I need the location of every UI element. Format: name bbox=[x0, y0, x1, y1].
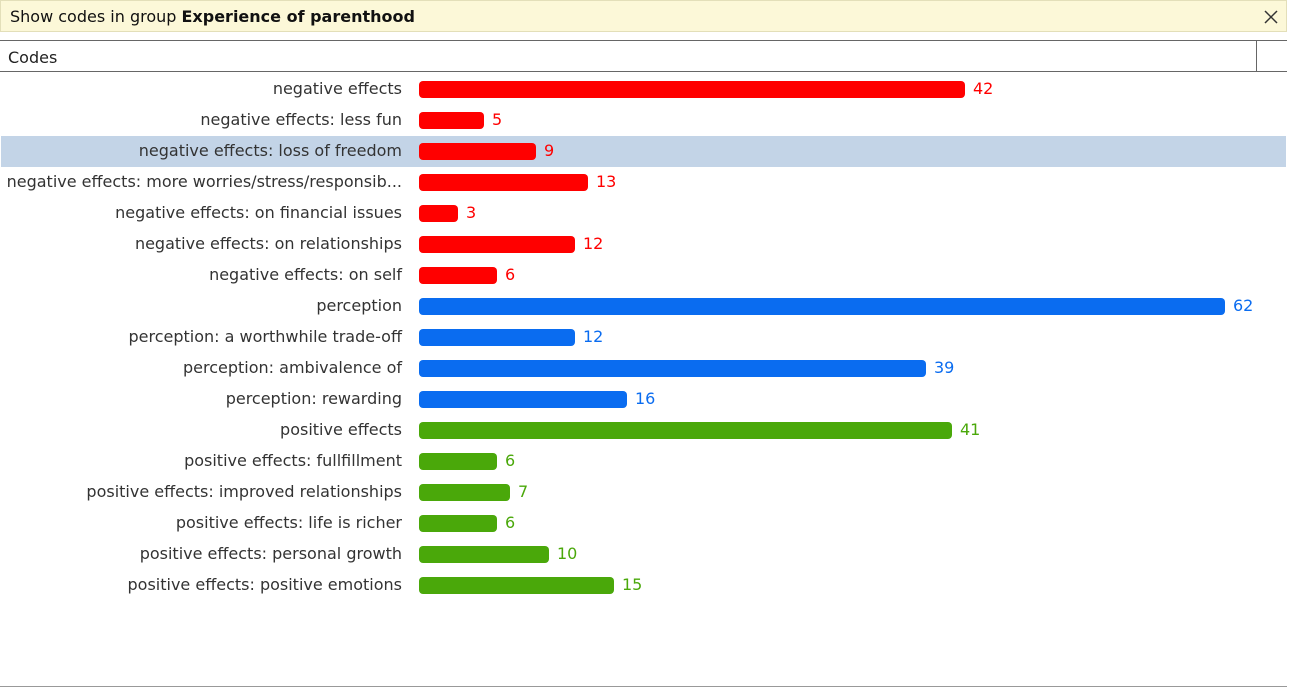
code-frequency-bar bbox=[419, 236, 575, 253]
code-count: 10 bbox=[557, 544, 578, 563]
code-label: negative effects: more worries/stress/re… bbox=[6, 172, 402, 191]
code-row[interactable]: perception: a worthwhile trade-off 12 bbox=[1, 322, 1286, 353]
code-label: negative effects: less fun bbox=[200, 110, 402, 129]
code-label: negative effects bbox=[272, 79, 402, 98]
code-row[interactable]: positive effects: fullfillment 6 bbox=[1, 446, 1286, 477]
close-icon bbox=[1264, 10, 1278, 24]
code-row[interactable]: positive effects 41 bbox=[1, 415, 1286, 446]
code-frequency-bar bbox=[419, 577, 614, 594]
code-label: negative effects: loss of freedom bbox=[138, 141, 402, 160]
code-label: perception: rewarding bbox=[225, 389, 402, 408]
code-label: positive effects: positive emotions bbox=[127, 575, 402, 594]
codes-column-header[interactable]: Codes bbox=[0, 40, 1287, 72]
code-frequency-bar bbox=[419, 515, 497, 532]
code-label: negative effects: on relationships bbox=[134, 234, 402, 253]
code-frequency-bar bbox=[419, 112, 484, 129]
code-count: 6 bbox=[505, 451, 516, 470]
code-count: 3 bbox=[466, 203, 477, 222]
code-count: 6 bbox=[505, 513, 516, 532]
code-count: 39 bbox=[934, 358, 955, 377]
code-frequency-bar bbox=[419, 267, 497, 284]
code-frequency-bar bbox=[419, 298, 1225, 315]
code-row[interactable]: positive effects: personal growth 10 bbox=[1, 539, 1286, 570]
code-count: 7 bbox=[518, 482, 529, 501]
code-frequency-bar bbox=[419, 484, 510, 501]
code-count: 9 bbox=[544, 141, 555, 160]
code-count: 12 bbox=[583, 327, 604, 346]
close-button[interactable] bbox=[1259, 5, 1283, 29]
code-label: positive effects: personal growth bbox=[139, 544, 402, 563]
code-count: 13 bbox=[596, 172, 617, 191]
code-label: negative effects: on financial issues bbox=[115, 203, 402, 222]
code-row[interactable]: positive effects: positive emotions 15 bbox=[1, 570, 1286, 601]
code-count: 12 bbox=[583, 234, 604, 253]
code-count: 62 bbox=[1233, 296, 1254, 315]
code-row[interactable]: negative effects: more worries/stress/re… bbox=[1, 167, 1286, 198]
code-frequency-bar bbox=[419, 391, 627, 408]
code-frequency-bar bbox=[419, 329, 575, 346]
code-frequency-bar bbox=[419, 422, 952, 439]
code-row[interactable]: perception: ambivalence of 39 bbox=[1, 353, 1286, 384]
code-count: 6 bbox=[505, 265, 516, 284]
code-row[interactable]: negative effects: less fun 5 bbox=[1, 105, 1286, 136]
banner-prefix: Show codes in group bbox=[10, 7, 182, 26]
code-row[interactable]: negative effects: on self 6 bbox=[1, 260, 1286, 291]
group-filter-banner: Show codes in group Experience of parent… bbox=[0, 0, 1287, 32]
code-row[interactable]: positive effects: life is richer 6 bbox=[1, 508, 1286, 539]
code-label: perception: a worthwhile trade-off bbox=[128, 327, 403, 346]
code-label: positive effects: life is richer bbox=[175, 513, 402, 532]
code-frequency-bar bbox=[419, 546, 549, 563]
code-label: positive effects: fullfillment bbox=[184, 451, 402, 470]
code-count: 5 bbox=[492, 110, 503, 129]
code-label: perception: ambivalence of bbox=[183, 358, 402, 377]
code-count: 16 bbox=[635, 389, 656, 408]
code-count: 15 bbox=[622, 575, 643, 594]
code-row[interactable]: perception 62 bbox=[1, 291, 1286, 322]
code-label: positive effects: improved relationships bbox=[86, 482, 402, 501]
code-frequency-bar bbox=[419, 81, 965, 98]
code-label: perception bbox=[316, 296, 402, 315]
code-row[interactable]: negative effects: on relationships 12 bbox=[1, 229, 1286, 260]
bottom-divider bbox=[0, 686, 1287, 687]
code-row[interactable]: positive effects: improved relationships… bbox=[1, 477, 1286, 508]
code-count: 42 bbox=[973, 79, 994, 98]
code-frequency-bar bbox=[419, 453, 497, 470]
code-frequency-bar bbox=[419, 143, 536, 160]
code-frequency-bar bbox=[419, 174, 588, 191]
code-frequency-bar bbox=[419, 360, 926, 377]
codes-header-label: Codes bbox=[8, 48, 58, 67]
code-frequency-bar bbox=[419, 205, 458, 222]
code-count: 41 bbox=[960, 420, 981, 439]
group-name: Experience of parenthood bbox=[181, 7, 415, 26]
code-row[interactable]: negative effects: on financial issues 3 bbox=[1, 198, 1286, 229]
banner-text: Show codes in group Experience of parent… bbox=[10, 7, 415, 26]
code-label: positive effects bbox=[280, 420, 402, 439]
code-label: negative effects: on self bbox=[209, 265, 402, 284]
code-row[interactable]: negative effects 42 bbox=[1, 74, 1286, 105]
column-separator[interactable] bbox=[1256, 41, 1257, 71]
code-row[interactable]: negative effects: loss of freedom 9 bbox=[1, 136, 1286, 167]
code-row[interactable]: perception: rewarding 16 bbox=[1, 384, 1286, 415]
